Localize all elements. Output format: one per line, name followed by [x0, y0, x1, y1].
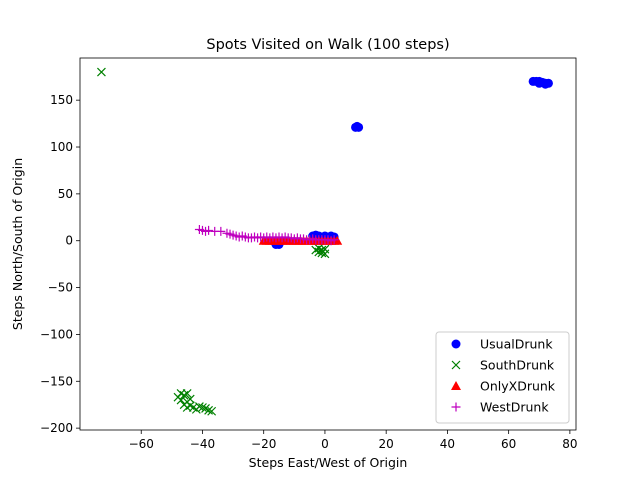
- legend-label-westdrunk: WestDrunk: [480, 400, 549, 415]
- point-southdrunk: [185, 394, 195, 404]
- x-tick-label: 60: [501, 437, 516, 451]
- point-southdrunk: [204, 405, 214, 415]
- y-tick-label: −150: [40, 374, 73, 388]
- y-tick-label: 0: [65, 234, 73, 248]
- point-westdrunk: [216, 226, 226, 236]
- series-southdrunk: [97, 67, 330, 416]
- x-tick-label: 40: [440, 437, 455, 451]
- y-tick-label: 150: [50, 93, 73, 107]
- legend: UsualDrunk SouthDrunk OnlyXDrunk WestDrunk: [435, 331, 570, 424]
- plot-frame: [79, 57, 577, 431]
- x-tick-label: −20: [251, 437, 276, 451]
- y-axis-label: Steps North/South of Origin: [10, 158, 25, 330]
- legend-box: [435, 331, 570, 424]
- point-southdrunk: [97, 67, 106, 77]
- x-tick-label: 20: [379, 437, 394, 451]
- x-tick-label: −60: [129, 437, 154, 451]
- x-tick-label: −40: [190, 437, 215, 451]
- x-axis-label: Steps East/West of Origin: [249, 455, 408, 470]
- x-tick-label: 80: [562, 437, 577, 451]
- y-tick-label: −200: [40, 421, 73, 435]
- axes: −60 −40 −20 0 20 40 60 80−200−150−100−500501001…: [40, 57, 578, 451]
- legend-marker-usualdrunk: [451, 339, 461, 349]
- point-westdrunk: [329, 235, 339, 245]
- x-tick-label: 0: [321, 437, 329, 451]
- point-usualdrunk: [540, 79, 550, 89]
- legend-marker-westdrunk: [451, 402, 461, 412]
- legend-marker-southdrunk: [451, 360, 461, 370]
- y-tick-label: 100: [50, 140, 73, 154]
- legend-label-usualdrunk: UsualDrunk: [480, 337, 553, 352]
- series-westdrunk: [194, 224, 339, 246]
- point-southdrunk: [320, 244, 330, 254]
- legend-label-southdrunk: SouthDrunk: [480, 358, 555, 373]
- point-southdrunk: [182, 403, 192, 412]
- point-southdrunk: [194, 402, 204, 411]
- y-tick-label: −100: [40, 327, 73, 341]
- y-tick-label: −50: [48, 281, 73, 295]
- legend-label-onlyxdrunk: OnlyXDrunk: [480, 379, 556, 394]
- legend-marker-onlyxdrunk: [451, 381, 461, 390]
- data-marks: [97, 67, 553, 416]
- point-westdrunk: [204, 225, 214, 235]
- point-usualdrunk: [352, 121, 362, 131]
- point-southdrunk: [207, 406, 217, 416]
- chart-title: Spots Visited on Walk (100 steps): [206, 37, 449, 53]
- point-southdrunk: [198, 403, 207, 412]
- y-tick-label: 50: [58, 187, 73, 201]
- point-southdrunk: [176, 395, 186, 405]
